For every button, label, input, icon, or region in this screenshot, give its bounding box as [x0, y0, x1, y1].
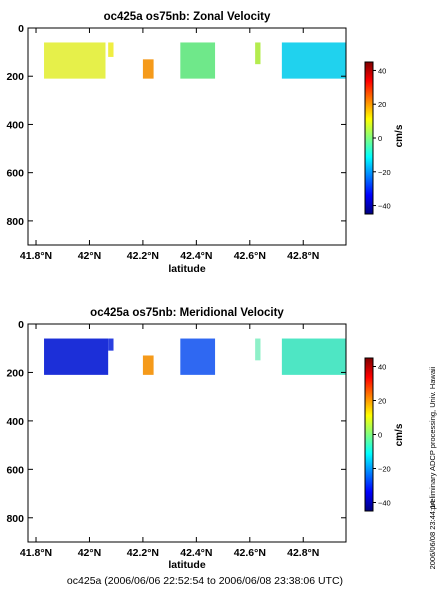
plot-frame — [27, 323, 347, 543]
data-patch-5 — [231, 338, 234, 349]
data-layer — [44, 42, 346, 79]
colorbar: 40 20 0 −20 −40 — [364, 61, 391, 215]
y-tick-label: 0 — [18, 23, 24, 35]
colorbar: 40 20 0 −20 −40 — [364, 357, 391, 512]
axes-layer: 41.8°N 42°N 42.2°N 42.4°N 42.6°N 42.8°N 0 200 40… — [6, 23, 346, 262]
colorbar-gradient — [364, 357, 374, 512]
x-tick-label: 42.8°N — [287, 547, 319, 559]
data-patch-3 — [142, 355, 154, 375]
colorbar-tick-label: 20 — [378, 397, 386, 406]
data-patch-7 — [281, 338, 346, 375]
colorbar-tick-label: 40 — [378, 66, 386, 75]
colorbar-tick-label: 20 — [378, 100, 386, 109]
y-tick-label: 400 — [6, 119, 24, 131]
colorbar-tick-label: 0 — [378, 134, 382, 143]
data-layer — [44, 338, 346, 375]
y-tick-label: 800 — [6, 513, 24, 525]
processing-note: preliminary ADCP processing, Univ. Hawai… — [428, 366, 437, 509]
data-patch-2 — [108, 338, 114, 351]
x-axis-label: latitude — [168, 559, 205, 571]
data-patch-1 — [44, 338, 109, 375]
zonal-velocity-panel: oc425a os75nb: Zonal Velocity 41.8°N 42°N… — [6, 11, 405, 275]
y-tick-label: 200 — [6, 71, 24, 83]
data-patch-1 — [44, 42, 106, 79]
data-patch-4 — [180, 338, 216, 375]
x-tick-label: 42.2°N — [127, 250, 159, 262]
footer-caption: oc425a (2006/06/06 22:52:54 to 2006/06/0… — [67, 575, 343, 587]
x-tick-label: 42°N — [78, 250, 101, 262]
data-patch-4 — [180, 42, 216, 79]
colorbar-tick-label: −40 — [378, 202, 391, 211]
timestamp-note: 2006/06/08 23:44:14 — [428, 501, 437, 570]
x-tick-label: 42.4°N — [180, 547, 212, 559]
data-patch-6 — [255, 338, 261, 361]
x-tick-label: 42.6°N — [234, 250, 266, 262]
chart-title: oc425a os75nb: Zonal Velocity — [104, 11, 271, 23]
meridional-velocity-panel: oc425a os75nb: Meridional Velocity 41.8°… — [6, 307, 405, 571]
axes-layer: 41.8°N 42°N 42.2°N 42.4°N 42.6°N 42.8°N 0 200 40… — [6, 319, 346, 559]
data-patch-6 — [255, 42, 261, 65]
y-tick-label: 200 — [6, 367, 24, 379]
data-patch-5 — [231, 42, 234, 55]
x-axis-label: latitude — [168, 263, 205, 275]
y-tick-label: 600 — [6, 464, 24, 476]
x-tick-label: 42.6°N — [234, 547, 266, 559]
x-tick-label: 42.4°N — [180, 250, 212, 262]
x-tick-label: 41.8°N — [20, 250, 52, 262]
colorbar-tick-label: −20 — [378, 465, 391, 474]
chart-title: oc425a os75nb: Meridional Velocity — [90, 307, 284, 319]
x-tick-label: 42.2°N — [127, 547, 159, 559]
colorbar-tick-label: −40 — [378, 499, 391, 508]
data-patch-2 — [108, 42, 114, 57]
plot-frame — [27, 27, 347, 246]
x-tick-label: 41.8°N — [20, 547, 52, 559]
colorbar-gradient — [364, 61, 374, 215]
data-patch-7 — [281, 42, 346, 79]
y-tick-label: 0 — [18, 319, 24, 331]
colorbar-tick-label: −20 — [378, 168, 391, 177]
colorbar-tick-label: 40 — [378, 363, 386, 372]
colorbar-label: cm/s — [394, 124, 405, 147]
data-patch-3 — [142, 59, 154, 79]
y-tick-label: 600 — [6, 168, 24, 180]
x-tick-label: 42.8°N — [287, 250, 319, 262]
y-tick-label: 800 — [6, 216, 24, 228]
x-tick-label: 42°N — [78, 547, 101, 559]
y-tick-label: 400 — [6, 416, 24, 428]
colorbar-tick-label: 0 — [378, 431, 382, 440]
colorbar-label: cm/s — [394, 423, 405, 446]
